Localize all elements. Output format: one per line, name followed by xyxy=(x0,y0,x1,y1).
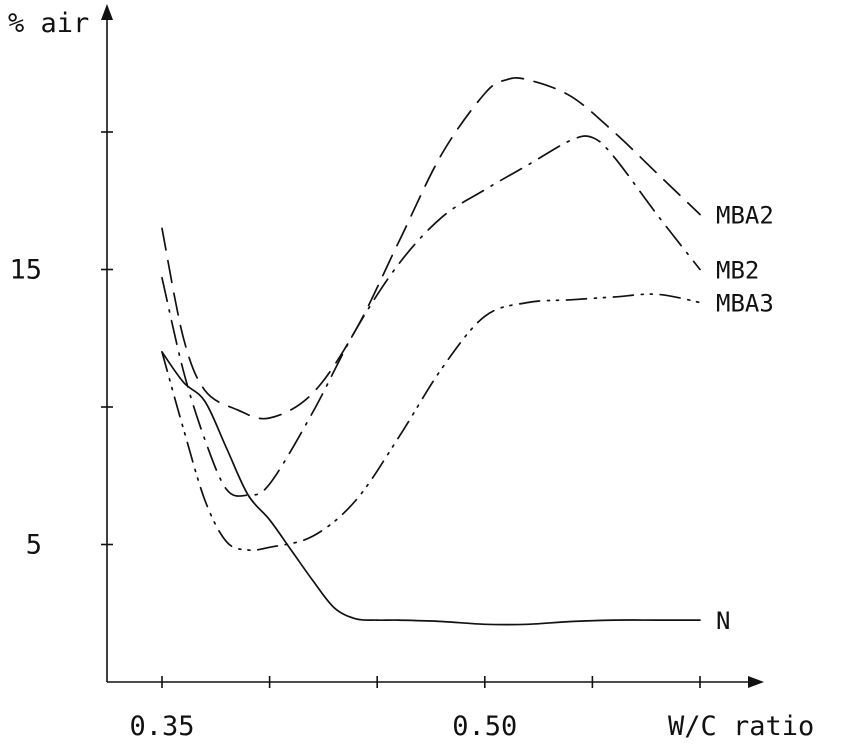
series-labels: MBA2 MB2 MBA3 N xyxy=(716,202,774,636)
y-axis-arrow-icon xyxy=(101,4,113,20)
series-line-mb2 xyxy=(161,135,701,497)
axes: % air W/C ratio xyxy=(8,4,814,742)
y-tick-label: 5 xyxy=(26,530,42,561)
series-label-mba3: MBA3 xyxy=(716,290,774,318)
y-tick-label: 15 xyxy=(9,255,42,286)
series-line-mba2 xyxy=(161,77,701,420)
series-label-mb2: MB2 xyxy=(716,257,759,285)
y-axis-title: % air xyxy=(8,8,89,39)
x-axis-title: W/C ratio xyxy=(668,711,814,742)
series-group xyxy=(161,77,701,626)
series-line-n xyxy=(161,351,701,626)
x-axis-arrow-icon xyxy=(748,676,764,688)
series-label-mba2: MBA2 xyxy=(716,202,774,230)
series-line-mba3 xyxy=(161,293,701,552)
x-tick-label: 0.35 xyxy=(129,711,194,742)
ticks: 0.35 0.50 5 15 xyxy=(9,131,701,742)
series-label-n: N xyxy=(716,607,730,635)
x-tick-label: 0.50 xyxy=(452,711,517,742)
